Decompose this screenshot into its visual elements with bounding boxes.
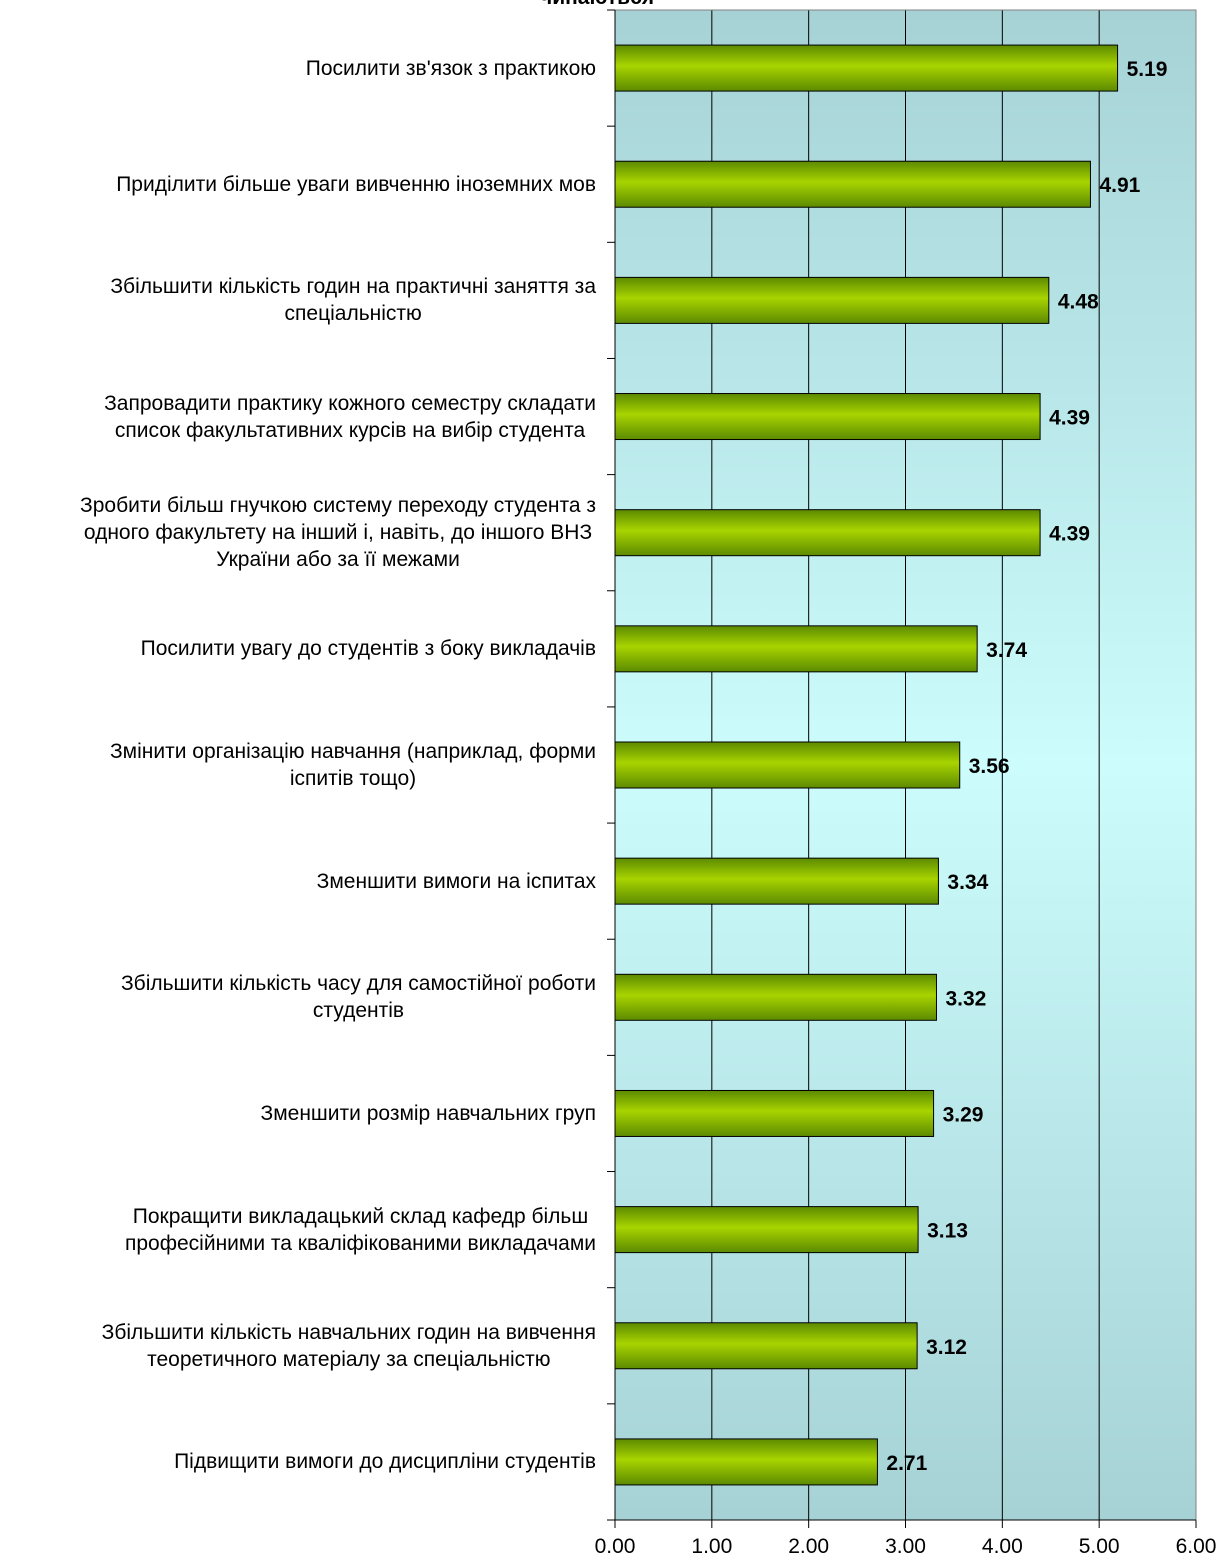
bar: [614, 1438, 878, 1486]
bar: [614, 1206, 919, 1254]
bar: [614, 1089, 935, 1137]
category-label-text: Посилити увагу до студентів з боку викла…: [140, 637, 596, 661]
category-label-text: Збільшити кількість навчальних годин на …: [101, 1320, 596, 1371]
bar-value-label: 3.32: [945, 987, 986, 1010]
category-label-text: Запровадити практику кожного семестру ск…: [104, 391, 596, 442]
bar-value-label: 3.12: [926, 1336, 967, 1359]
chart-title-fragment: чинаються: [540, 0, 654, 10]
bar-value-label: 3.13: [927, 1220, 968, 1243]
category-label-text: Зменшити вимоги на іспитах: [316, 869, 596, 893]
x-tick-label: 1.00: [691, 1535, 732, 1558]
category-label-text: Зробити більш гнучкою систему переходу с…: [80, 494, 596, 572]
bar-value-label: 3.29: [943, 1103, 984, 1126]
category-label: Покращити викладацький склад кафедр біль…: [0, 1172, 596, 1288]
bar-value-label: 5.19: [1127, 58, 1168, 81]
bar: [614, 973, 937, 1021]
bar-value-label: 2.71: [886, 1452, 927, 1475]
category-label: Посилити зв'язок з практикою: [0, 10, 596, 126]
category-label: Підвищити вимоги до дисципліни студентів: [0, 1404, 596, 1520]
x-tick-label: 4.00: [982, 1535, 1023, 1558]
category-label: Збільшити кількість годин на практичні з…: [0, 242, 596, 358]
category-label: Посилити увагу до студентів з боку викла…: [0, 591, 596, 707]
bar: [614, 857, 939, 905]
bar-value-label: 3.74: [986, 639, 1027, 662]
category-label-text: Збільшити кількість годин на практичні з…: [110, 275, 596, 326]
category-label: Збільшити кількість навчальних годин на …: [0, 1288, 596, 1404]
bar-value-label: 3.56: [969, 755, 1010, 778]
bar-value-label: 3.34: [947, 871, 988, 894]
bar-value-label: 4.91: [1099, 174, 1140, 197]
category-label-text: Підвищити вимоги до дисципліни студентів: [174, 1450, 596, 1474]
x-tick-label: 3.00: [885, 1535, 926, 1558]
x-tick-label: 6.00: [1176, 1535, 1217, 1558]
bar: [614, 393, 1041, 441]
bar: [614, 276, 1050, 324]
category-label-text: Посилити зв'язок з практикою: [305, 56, 596, 80]
category-label-text: Зменшити розмір навчальних груп: [260, 1101, 596, 1125]
category-label-text: Змінити організацію навчання (наприклад,…: [109, 739, 596, 790]
category-label: Зробити більш гнучкою систему переходу с…: [0, 475, 596, 591]
bar: [614, 741, 961, 789]
category-label: Збільшити кількість часу для самостійної…: [0, 939, 596, 1055]
category-label-text: Покращити викладацький склад кафедр біль…: [125, 1204, 596, 1255]
x-tick-label: 0.00: [595, 1535, 636, 1558]
category-label: Приділити більше уваги вивченню іноземни…: [0, 126, 596, 242]
bar-value-label: 4.39: [1049, 407, 1090, 430]
bar: [614, 625, 978, 673]
x-tick-label: 5.00: [1079, 1535, 1120, 1558]
category-label-text: Приділити більше уваги вивченню іноземни…: [116, 172, 596, 196]
bar-value-label: 4.39: [1049, 523, 1090, 546]
category-label-text: Збільшити кількість часу для самостійної…: [120, 972, 596, 1023]
bar: [614, 509, 1041, 557]
bar: [614, 160, 1091, 208]
bar-value-label: 4.48: [1058, 290, 1099, 313]
category-label: Зменшити розмір навчальних груп: [0, 1055, 596, 1171]
bar: [614, 44, 1119, 92]
x-tick-label: 2.00: [788, 1535, 829, 1558]
bar: [614, 1322, 918, 1370]
category-label: Змінити організацію навчання (наприклад,…: [0, 707, 596, 823]
category-label: Запровадити практику кожного семестру ск…: [0, 358, 596, 474]
category-label: Зменшити вимоги на іспитах: [0, 823, 596, 939]
